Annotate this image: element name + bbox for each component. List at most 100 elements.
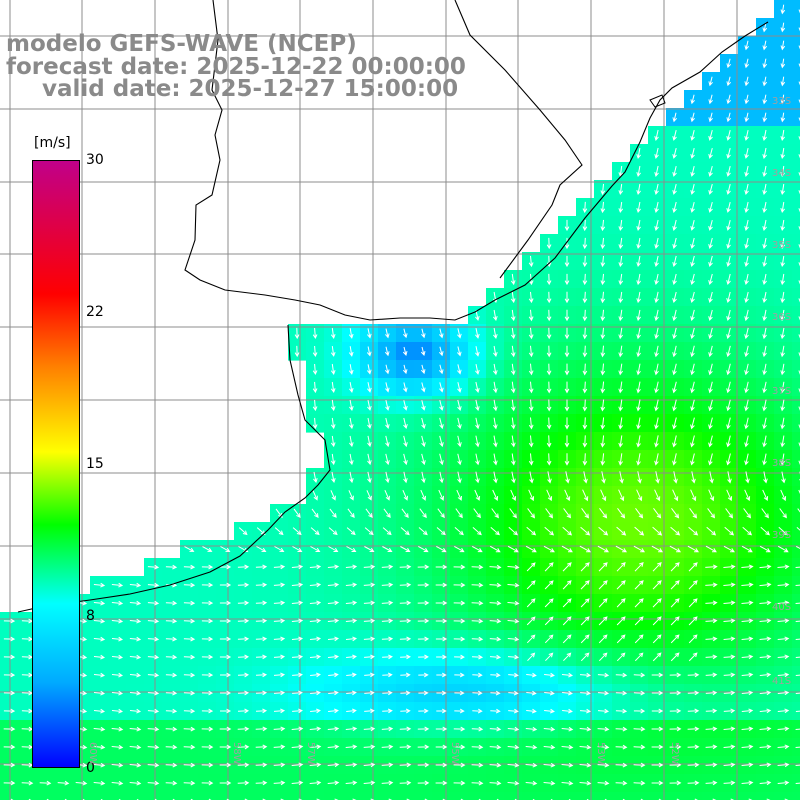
- wind-arrow: [795, 545, 800, 550]
- wind-arrow: [655, 471, 660, 484]
- wind-arrow: [111, 654, 124, 660]
- wind-arrow: [600, 345, 606, 358]
- wind-arrow: [616, 634, 626, 644]
- wind-arrow: [417, 564, 430, 570]
- wind-arrow: [507, 600, 520, 606]
- wind-arrow: [454, 672, 465, 678]
- wind-arrow: [798, 154, 800, 159]
- wind-arrow: [600, 327, 606, 340]
- wind-arrow: [581, 508, 590, 519]
- wind-arrow: [562, 526, 573, 536]
- wind-arrow: [402, 346, 408, 357]
- wind-arrow: [363, 744, 376, 750]
- wind-arrow: [165, 726, 178, 732]
- wind-arrow: [327, 654, 340, 660]
- wind-arrow: [562, 690, 573, 696]
- wind-arrow: [582, 309, 588, 322]
- wind-arrow: [183, 618, 196, 624]
- wind-arrow: [525, 744, 538, 750]
- wind-arrow: [616, 598, 626, 608]
- wind-arrow: [653, 508, 662, 519]
- wind-arrow: [346, 672, 357, 678]
- wind-arrow: [743, 508, 752, 519]
- wind-arrow: [780, 273, 785, 286]
- wind-arrow: [780, 417, 785, 430]
- wind-arrow: [741, 582, 754, 588]
- wind-cell: [792, 288, 800, 307]
- wind-arrow: [777, 690, 790, 696]
- wind-arrow: [762, 183, 767, 196]
- wind-arrow: [561, 726, 574, 732]
- wind-arrow: [219, 780, 232, 786]
- colorbar-tick-0: 0: [86, 760, 95, 776]
- wind-arrow: [600, 399, 606, 412]
- wind-arrow: [316, 798, 321, 800]
- wind-arrow: [780, 201, 785, 214]
- wind-cell: [792, 450, 800, 469]
- wind-arrow: [147, 636, 160, 642]
- wind-arrow: [346, 654, 357, 660]
- wind-arrow: [544, 708, 555, 714]
- wind-arrow: [654, 435, 659, 448]
- wind-arrow: [367, 400, 372, 411]
- wind-arrow: [636, 435, 641, 448]
- wind-arrow: [744, 417, 749, 430]
- wind-arrow: [255, 582, 268, 588]
- wind-arrow: [762, 363, 767, 376]
- wind-arrow: [183, 780, 196, 786]
- wind-arrow: [417, 618, 430, 624]
- wind-arrow: [708, 129, 713, 141]
- wind-arrow: [165, 672, 178, 678]
- wind-arrow: [330, 399, 336, 412]
- wind-arrow: [616, 562, 626, 572]
- wind-arrow: [544, 634, 554, 644]
- wind-arrow: [93, 672, 106, 678]
- wind-arrow: [672, 417, 677, 430]
- wind-arrow: [759, 582, 772, 588]
- wind-arrow: [616, 526, 627, 536]
- wind-arrow: [636, 147, 641, 160]
- wind-arrow: [334, 798, 339, 800]
- wind-arrow: [723, 564, 736, 570]
- wind-arrow: [615, 744, 628, 750]
- wind-arrow: [582, 417, 588, 430]
- wind-cell: [792, 414, 800, 433]
- wind-arrow: [147, 564, 160, 570]
- wind-arrow: [634, 562, 644, 572]
- wind-arrow: [762, 237, 767, 250]
- wind-arrow: [687, 708, 700, 714]
- wind-arrow: [636, 291, 641, 304]
- wind-arrow: [708, 453, 713, 466]
- wind-arrow: [654, 345, 659, 358]
- wind-arrow: [723, 654, 736, 660]
- wind-arrow: [741, 636, 754, 642]
- wind-arrow: [385, 417, 390, 430]
- wind-arrow: [582, 291, 588, 304]
- wind-arrow: [690, 309, 695, 322]
- wind-arrow: [723, 744, 736, 750]
- wind-arrow: [709, 471, 714, 484]
- wind-arrow: [690, 399, 695, 412]
- wind-arrow: [582, 327, 588, 340]
- wind-arrow: [493, 309, 498, 322]
- wind-arrow: [439, 435, 444, 448]
- wind-arrow: [493, 327, 498, 340]
- wind-arrow: [147, 582, 160, 588]
- wind-arrow: [349, 471, 354, 484]
- wind-arrow: [690, 381, 695, 394]
- wind-arrow: [615, 708, 628, 714]
- wind-arrow: [453, 564, 466, 570]
- wind-arrow: [727, 471, 732, 484]
- wind-arrow: [564, 381, 570, 394]
- wind-arrow: [345, 600, 358, 606]
- wind-arrow: [312, 327, 318, 340]
- wind-arrow: [579, 726, 592, 732]
- wind-arrow: [723, 780, 736, 786]
- wind-cell: [18, 792, 37, 800]
- wind-arrow: [292, 546, 303, 552]
- wind-arrow: [237, 780, 250, 786]
- wind-arrow: [418, 690, 429, 696]
- wind-arrow: [670, 562, 680, 572]
- wind-cell: [270, 792, 289, 800]
